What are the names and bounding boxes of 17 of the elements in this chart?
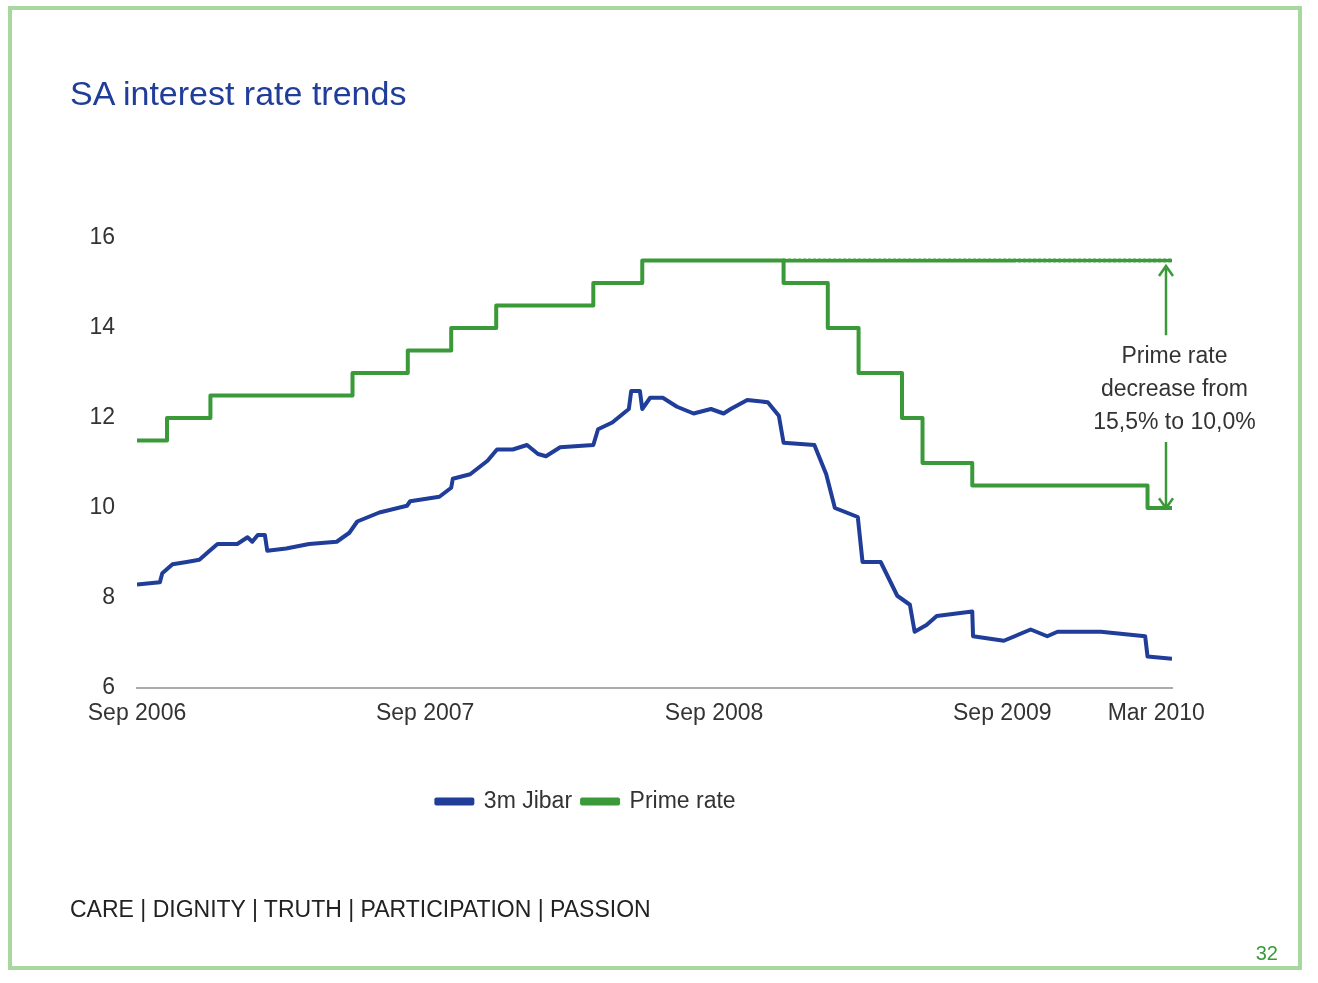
legend-label: Prime rate: [629, 786, 736, 813]
legend-label: 3m Jibar: [483, 786, 573, 813]
text: CARE | DIGNITY | TRUTH | PARTICIPATION | PASSION: [70, 896, 651, 923]
y-tick-label: 8: [102, 583, 115, 610]
annotation: Prime rate decrease from 15,5% to 10,0%: [1093, 340, 1256, 436]
y-tick-label: 14: [89, 313, 116, 340]
x-tick-label: Sep 2006: [87, 699, 187, 726]
text: 32: [1255, 942, 1278, 965]
y-tick-label: 12: [89, 403, 115, 430]
y-tick-label: 6: [102, 673, 115, 700]
x-tick-label: Sep 2007: [375, 699, 475, 726]
x-tick-label: Mar 2010: [1107, 699, 1205, 726]
chart-title: SA interest rate trends: [70, 74, 407, 113]
x-tick-label: Sep 2009: [953, 699, 1052, 726]
y-tick-label: 16: [89, 223, 115, 250]
y-tick-label: 10: [89, 493, 115, 520]
x-tick-label: Sep 2008: [664, 699, 764, 726]
